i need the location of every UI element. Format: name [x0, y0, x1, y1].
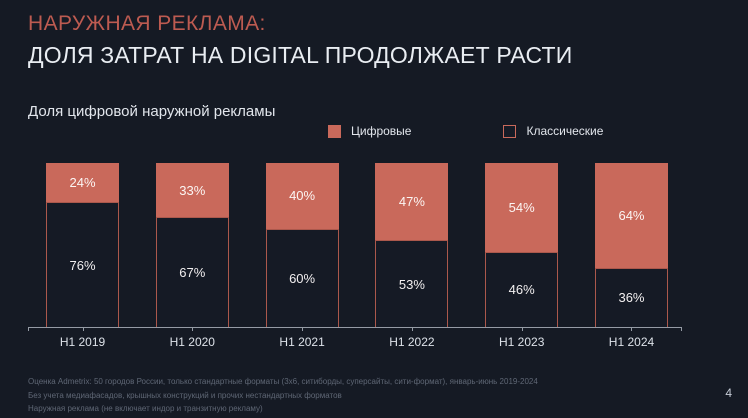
slide-title: ДОЛЯ ЗАТРАТ НА DIGITAL ПРОДОЛЖАЕТ РАСТИ: [28, 42, 573, 68]
footnote-line: Оценка Admetrix: 50 городов России, толь…: [28, 377, 538, 386]
bar-group: 47% 53% H1 2022: [375, 163, 449, 349]
bar-segment-classic: 67%: [155, 217, 229, 327]
footnotes: Оценка Admetrix: 50 городов России, толь…: [28, 375, 538, 416]
legend-label-classic: Классические: [526, 124, 604, 138]
digital-value-label: 33%: [179, 182, 206, 198]
classic-value-label: 36%: [618, 290, 645, 306]
axis-end-tick-left: [28, 327, 29, 331]
category-label: H1 2023: [499, 335, 545, 349]
bar-segment-classic: 76%: [46, 202, 119, 327]
axis-tick: [192, 327, 194, 331]
digital-value-label: 47%: [398, 194, 425, 210]
digital-value-label: 54%: [508, 199, 535, 215]
category-label: H1 2024: [608, 335, 655, 349]
bar-segment-digital: 64%: [594, 163, 668, 268]
chart-caption: Доля цифровой наружной рекламы: [28, 103, 276, 120]
bar-group: 64% 36% H1 2024: [594, 163, 668, 349]
bar-segment-classic: 53%: [375, 240, 449, 327]
classic-value-label: 76%: [69, 257, 96, 273]
classic-value-label: 53%: [398, 276, 425, 292]
bar-segment-digital: 54%: [485, 163, 559, 252]
axis-tick: [521, 327, 523, 331]
legend-label-digital: Цифровые: [351, 124, 412, 138]
chart-legend: Цифровые Классические: [328, 124, 603, 138]
axis-tick: [631, 327, 633, 331]
classic-value-label: 46%: [508, 282, 535, 298]
classic-value-label: 67%: [179, 265, 206, 281]
digital-value-label: 40%: [289, 188, 316, 204]
footnote-line: Наружная реклама (не включает индор и тр…: [28, 404, 263, 413]
axis-tick: [82, 327, 84, 331]
slide-kicker: НАРУЖНАЯ РЕКЛАМА:: [28, 12, 266, 35]
axis-end-tick-right: [681, 327, 682, 331]
legend-item-classic: Классические: [503, 124, 603, 138]
bar-group: 33% 67% H1 2020: [155, 163, 229, 349]
bar-group: 40% 60% H1 2021: [265, 163, 339, 349]
bar-segment-classic: 60%: [265, 228, 339, 327]
axis-tick: [302, 327, 304, 331]
bar-segment-digital: 24%: [46, 163, 119, 203]
plot-area: 24% 76% H1 2019 33% 67% H1 2020 40% 60% H1 2021 4…: [28, 163, 682, 349]
digital-value-label: 64%: [618, 207, 645, 223]
classic-value-label: 60%: [289, 270, 316, 286]
category-label: H1 2020: [169, 335, 215, 349]
legend-swatch-digital: [328, 124, 341, 138]
bars-container: 24% 76% H1 2019 33% 67% H1 2020 40% 60% H1 2021 4…: [46, 163, 668, 349]
bar-segment-classic: 36%: [594, 267, 668, 327]
bar-group: 54% 46% H1 2023: [485, 163, 559, 349]
axis-tick: [411, 327, 413, 331]
bar-group: 24% 76% H1 2019: [46, 163, 119, 349]
category-label: H1 2021: [279, 335, 325, 349]
legend-item-digital: Цифровые: [328, 124, 411, 138]
bar-segment-digital: 40%: [265, 163, 339, 229]
footnote-line: Без учета медиафасадов, крышных конструк…: [28, 390, 342, 400]
bar-segment-classic: 46%: [485, 251, 559, 327]
digital-value-label: 24%: [69, 175, 96, 191]
category-label: H1 2022: [389, 335, 435, 349]
category-label: H1 2019: [59, 335, 106, 349]
legend-swatch-classic: [503, 124, 517, 138]
bar-segment-digital: 33%: [155, 163, 229, 218]
page-number: 4: [725, 386, 732, 400]
bar-segment-digital: 47%: [375, 163, 449, 241]
